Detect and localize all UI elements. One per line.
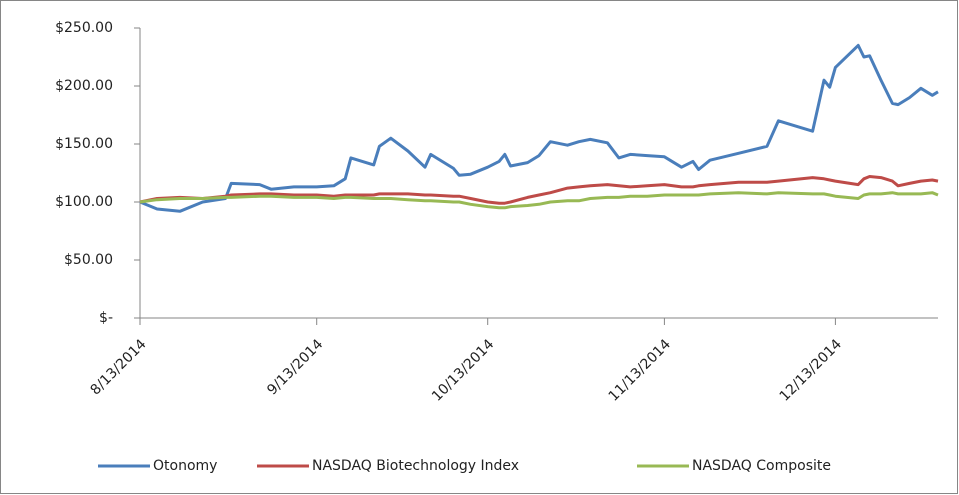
- y-tick-label: $100.00: [55, 194, 113, 210]
- series-line: [139, 175, 939, 205]
- y-tick-label: $50.00: [64, 252, 113, 268]
- legend-label: Otonomy: [153, 458, 217, 474]
- y-tick-label: $-: [99, 310, 113, 326]
- y-tick-label: $200.00: [55, 78, 113, 94]
- series-line: [139, 43, 939, 213]
- y-tick-label: $250.00: [55, 20, 113, 36]
- legend-label: NASDAQ Composite: [692, 458, 831, 474]
- y-tick-label: $150.00: [55, 136, 113, 152]
- series-line: [139, 191, 939, 210]
- legend-label: NASDAQ Biotechnology Index: [312, 458, 519, 474]
